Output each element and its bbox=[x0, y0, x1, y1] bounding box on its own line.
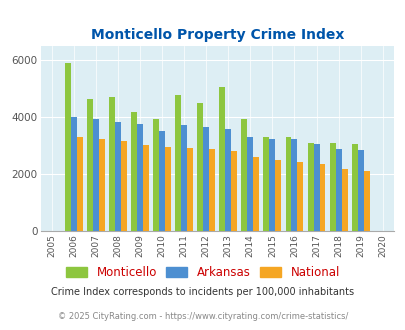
Bar bbox=[175, 94, 181, 231]
Bar bbox=[263, 137, 269, 231]
Bar bbox=[363, 171, 369, 231]
Bar bbox=[143, 145, 149, 231]
Bar bbox=[225, 129, 231, 231]
Bar bbox=[197, 103, 202, 231]
Bar bbox=[357, 150, 363, 231]
Bar bbox=[187, 148, 192, 231]
Bar bbox=[231, 151, 237, 231]
Bar bbox=[269, 140, 275, 231]
Bar bbox=[313, 144, 319, 231]
Bar bbox=[335, 148, 341, 231]
Bar bbox=[65, 63, 70, 231]
Bar bbox=[77, 137, 83, 231]
Bar bbox=[241, 119, 247, 231]
Bar bbox=[136, 123, 143, 231]
Bar bbox=[131, 112, 136, 231]
Bar bbox=[297, 162, 303, 231]
Bar bbox=[329, 143, 335, 231]
Bar bbox=[93, 119, 98, 231]
Bar bbox=[275, 160, 281, 231]
Bar bbox=[153, 119, 159, 231]
Bar bbox=[87, 99, 93, 231]
Bar bbox=[159, 131, 164, 231]
Bar bbox=[70, 117, 77, 231]
Bar bbox=[341, 169, 347, 231]
Bar bbox=[121, 142, 126, 231]
Text: © 2025 CityRating.com - https://www.cityrating.com/crime-statistics/: © 2025 CityRating.com - https://www.city… bbox=[58, 312, 347, 321]
Bar bbox=[291, 139, 297, 231]
Bar bbox=[202, 127, 209, 231]
Bar bbox=[109, 97, 115, 231]
Bar bbox=[307, 143, 313, 231]
Bar bbox=[98, 139, 104, 231]
Title: Monticello Property Crime Index: Monticello Property Crime Index bbox=[90, 28, 343, 42]
Bar bbox=[181, 125, 187, 231]
Bar bbox=[219, 87, 225, 231]
Bar bbox=[164, 147, 171, 231]
Legend: Monticello, Arkansas, National: Monticello, Arkansas, National bbox=[61, 262, 344, 284]
Bar bbox=[253, 157, 259, 231]
Bar bbox=[209, 148, 215, 231]
Bar bbox=[285, 137, 291, 231]
Bar bbox=[247, 137, 253, 231]
Bar bbox=[115, 122, 121, 231]
Bar bbox=[319, 164, 325, 231]
Bar bbox=[351, 144, 357, 231]
Text: Crime Index corresponds to incidents per 100,000 inhabitants: Crime Index corresponds to incidents per… bbox=[51, 287, 354, 297]
